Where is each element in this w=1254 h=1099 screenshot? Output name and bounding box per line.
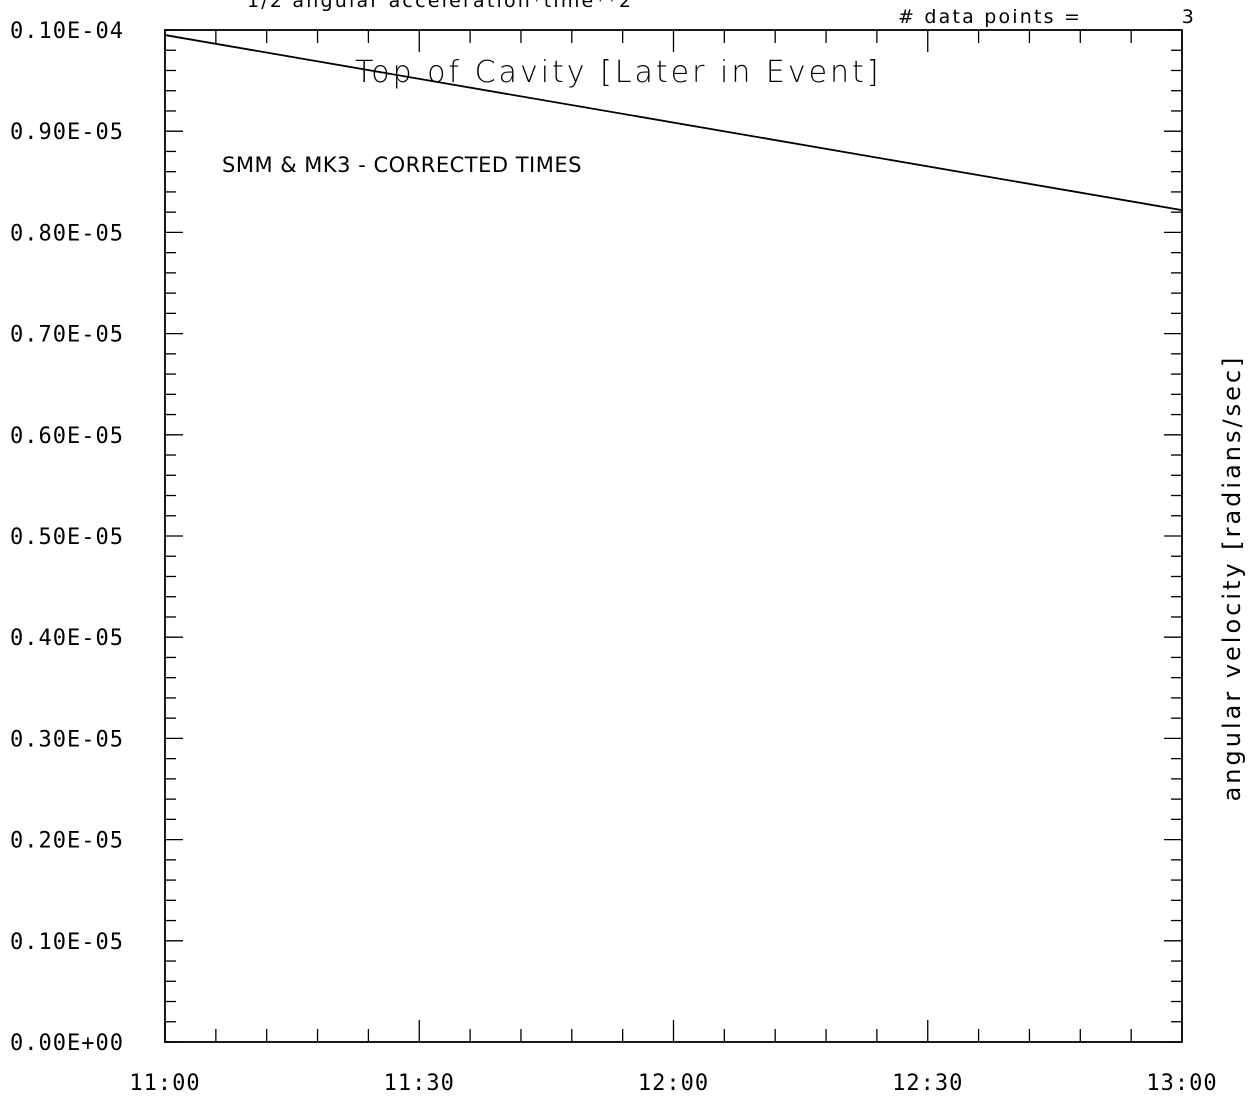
x-tick-label: 13:00 bbox=[1146, 1071, 1217, 1096]
chart-title: Top of Cavity [Later in Event] bbox=[355, 55, 882, 90]
y-axis-title: angular velocity [radians/sec] bbox=[1218, 355, 1246, 802]
y-tick-label: 0.10E-04 bbox=[10, 19, 124, 44]
plot-frame bbox=[164, 29, 1183, 1043]
series-layer bbox=[164, 34, 1183, 212]
y-tick-label: 0.00E+00 bbox=[10, 1031, 124, 1056]
y-tick-label: 0.10E-05 bbox=[10, 930, 124, 955]
data-points-readout: # data points = 3 bbox=[898, 6, 1196, 28]
x-tick-label: 12:00 bbox=[638, 1071, 709, 1096]
x-tick-label: 11:00 bbox=[129, 1071, 200, 1096]
chart-annotation: SMM & MK3 - CORRECTED TIMES bbox=[222, 153, 582, 177]
axes: 0.00E+00 0.10E-05 0.20E-05 0.30E-05 0.40E-05… bbox=[10, 19, 1217, 1096]
x-tick-label: 12:30 bbox=[892, 1071, 963, 1096]
y-tick-label: 0.60E-05 bbox=[10, 424, 124, 449]
series-line bbox=[164, 34, 1183, 212]
y-tick-label: 0.50E-05 bbox=[10, 525, 124, 550]
chart-subtitle: 1/2 angular acceleration*time**2 bbox=[247, 0, 633, 12]
y-tick-label: 0.40E-05 bbox=[10, 626, 124, 651]
y-tick-label: 0.80E-05 bbox=[10, 221, 124, 246]
x-tick-label: 11:30 bbox=[384, 1071, 455, 1096]
data-points-label: # data points = bbox=[898, 6, 1082, 28]
y-tick-label: 0.90E-05 bbox=[10, 120, 124, 145]
y-tick-label: 0.30E-05 bbox=[10, 727, 124, 752]
y-tick-label: 0.20E-05 bbox=[10, 829, 124, 854]
data-points-value: 3 bbox=[1182, 6, 1196, 28]
y-tick-label: 0.70E-05 bbox=[10, 323, 124, 348]
